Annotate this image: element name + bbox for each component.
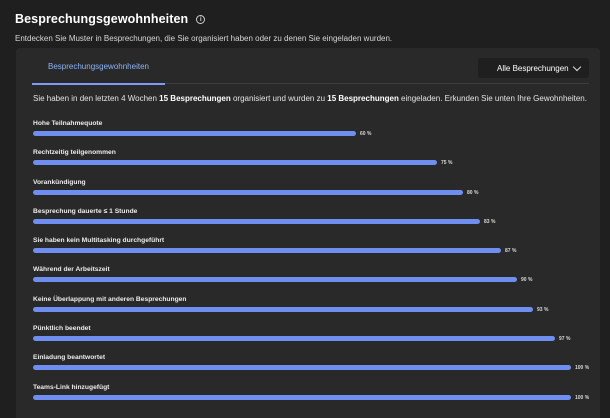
tab-besprechungsgewohnheiten[interactable]: Besprechungsgewohnheiten [32, 48, 165, 85]
metric-item: Hohe Teilnahmequote 60 % [33, 119, 593, 148]
metric-item: Rechtzeitig teilgenommen 75 % [33, 148, 593, 177]
meeting-filter-dropdown[interactable]: Alle Besprechungen [478, 58, 589, 78]
metric-progress-bar [33, 306, 533, 312]
metric-label: Pünktlich beendet [33, 325, 91, 333]
metric-item: Während der Arbeitszeit 90 % [33, 265, 593, 294]
meeting-filter-value: Alle Besprechungen [497, 63, 569, 73]
metric-percent: 90 % [521, 277, 533, 284]
habits-card: Besprechungsgewohnheiten Alle Besprechun… [16, 48, 600, 418]
info-icon[interactable]: i [196, 14, 206, 24]
metric-item: Sie haben kein Multitasking durchgeführt… [33, 236, 593, 265]
metric-bar-track: 97 % [33, 335, 593, 345]
metric-bar-track: 100 % [33, 394, 593, 404]
tab-bar: Besprechungsgewohnheiten Alle Besprechun… [32, 48, 589, 85]
metric-progress-bar [33, 189, 463, 195]
metric-progress-bar [33, 336, 555, 342]
metric-label: Teams-Link hinzugefügt [33, 383, 110, 391]
metric-progress-bar [33, 277, 517, 283]
metric-label: Keine Überlappung mit anderen Besprechun… [33, 295, 187, 303]
metric-bar-track: 93 % [33, 306, 593, 316]
tab-label: Besprechungsgewohnheiten [48, 62, 149, 71]
metric-item: Vorankündigung 80 % [33, 178, 593, 207]
metric-label: Während der Arbeitszeit [33, 266, 110, 274]
metric-bar-track: 87 % [33, 247, 593, 257]
metric-label: Rechtzeitig teilgenommen [33, 149, 116, 157]
metric-bar-track: 90 % [33, 276, 593, 286]
metric-percent: 87 % [505, 248, 517, 255]
page-header: Besprechungsgewohnheiten i Entdecken Sie… [15, 10, 600, 43]
summary-text: Sie haben in den letzten 4 Wochen 15 Bes… [33, 94, 587, 103]
metric-bar-track: 60 % [33, 130, 593, 140]
metric-bar-track: 75 % [33, 159, 593, 169]
metric-item: Keine Überlappung mit anderen Besprechun… [33, 295, 593, 324]
metric-percent: 100 % [575, 394, 590, 401]
metric-progress-bar [33, 365, 571, 371]
metric-percent: 97 % [559, 336, 571, 343]
metric-label: Sie haben kein Multitasking durchgeführt [33, 237, 165, 245]
metric-bar-track: 100 % [33, 364, 593, 374]
metric-item: Pünktlich beendet 97 % [33, 324, 593, 353]
summary-part3: eingeladen. Erkunden Sie unten Ihre Gewo… [398, 94, 587, 103]
metric-bar-track: 80 % [33, 189, 593, 199]
metric-label: Hohe Teilnahmequote [33, 120, 103, 127]
metric-item: Einladung beantwortet 100 % [33, 353, 593, 382]
metric-percent: 80 % [467, 189, 479, 196]
metric-progress-bar [33, 160, 437, 166]
metric-label: Einladung beantwortet [33, 354, 106, 362]
metric-percent: 93 % [537, 306, 549, 313]
metric-progress-bar [33, 394, 571, 400]
metric-bar-track: 83 % [33, 218, 593, 228]
metric-progress-bar [33, 248, 501, 254]
metric-item: Besprechung dauerte ≤ 1 Stunde 83 % [33, 207, 593, 236]
invited-count: 15 Besprechungen [327, 94, 399, 103]
metric-percent: 60 % [360, 131, 372, 137]
metric-label: Vorankündigung [33, 178, 86, 186]
chevron-down-icon [572, 62, 582, 72]
page-subtitle: Entdecken Sie Muster in Besprechungen, d… [15, 34, 393, 43]
metric-percent: 83 % [484, 218, 496, 225]
page-title: Besprechungsgewohnheiten [15, 12, 189, 26]
metric-percent: 75 % [441, 160, 453, 167]
metric-progress-bar [33, 131, 356, 136]
metric-progress-bar [33, 218, 480, 224]
title-row: Besprechungsgewohnheiten i [15, 10, 600, 28]
metric-label: Besprechung dauerte ≤ 1 Stunde [33, 207, 138, 215]
metric-percent: 100 % [575, 365, 590, 372]
metrics-list: Hohe Teilnahmequote 60 % Rechtzeitig teilg… [33, 119, 593, 412]
metric-item: Teams-Link hinzugefügt 100 % [33, 383, 593, 412]
summary-part1: Sie haben in den letzten 4 Wochen [33, 94, 160, 103]
active-tab-indicator [32, 83, 165, 85]
summary-part2: organisiert und wurden zu [230, 94, 328, 103]
organized-count: 15 Besprechungen [159, 94, 231, 103]
